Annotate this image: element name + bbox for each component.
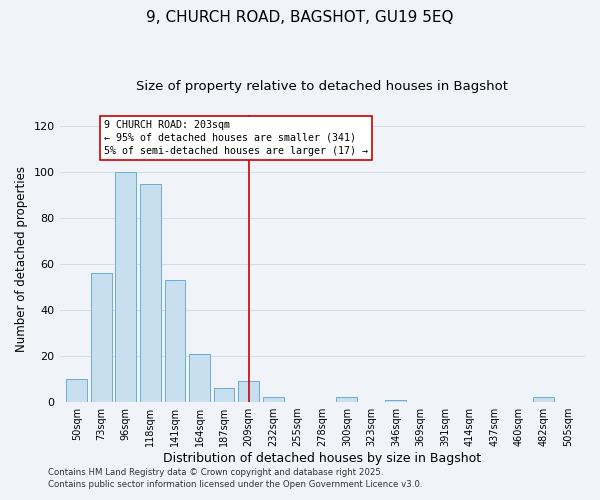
Text: Contains HM Land Registry data © Crown copyright and database right 2025.
Contai: Contains HM Land Registry data © Crown c… — [48, 468, 422, 489]
Y-axis label: Number of detached properties: Number of detached properties — [15, 166, 28, 352]
Bar — [214, 388, 235, 402]
Bar — [66, 379, 87, 402]
Text: 9, CHURCH ROAD, BAGSHOT, GU19 5EQ: 9, CHURCH ROAD, BAGSHOT, GU19 5EQ — [146, 10, 454, 25]
Bar — [263, 398, 284, 402]
Title: Size of property relative to detached houses in Bagshot: Size of property relative to detached ho… — [136, 80, 508, 93]
Bar — [91, 274, 112, 402]
Bar — [238, 382, 259, 402]
Bar — [164, 280, 185, 402]
X-axis label: Distribution of detached houses by size in Bagshot: Distribution of detached houses by size … — [163, 452, 481, 465]
Bar — [115, 172, 136, 402]
Bar — [337, 398, 357, 402]
Bar — [189, 354, 210, 402]
Bar — [533, 398, 554, 402]
Bar — [140, 184, 161, 402]
Text: 9 CHURCH ROAD: 203sqm
← 95% of detached houses are smaller (341)
5% of semi-deta: 9 CHURCH ROAD: 203sqm ← 95% of detached … — [104, 120, 368, 156]
Bar — [385, 400, 406, 402]
